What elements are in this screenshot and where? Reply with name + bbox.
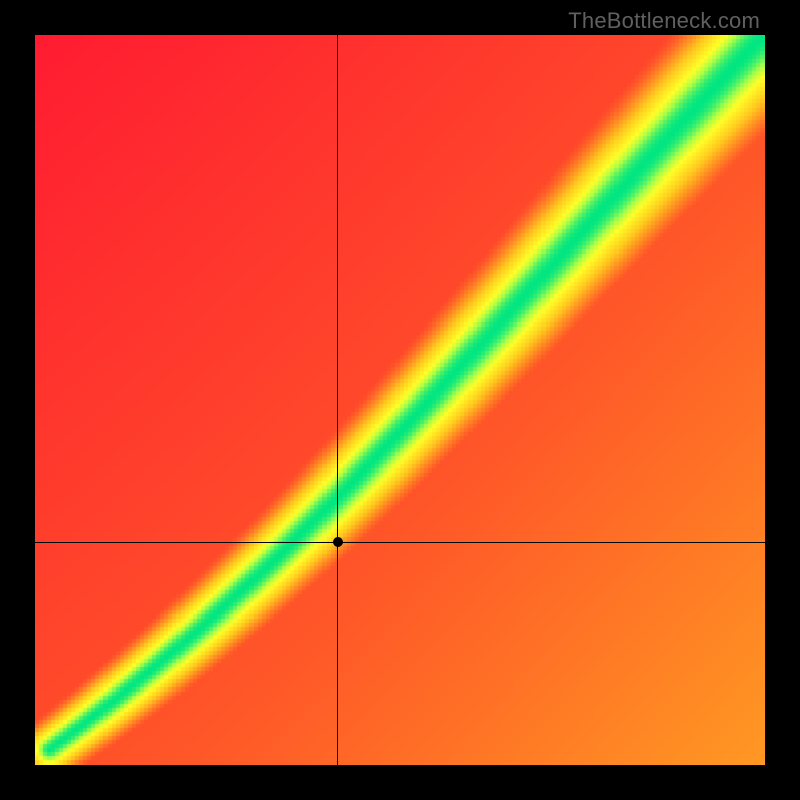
heatmap-canvas bbox=[35, 35, 765, 765]
crosshair-marker bbox=[333, 537, 343, 547]
crosshair-vertical bbox=[337, 35, 338, 765]
plot-container bbox=[35, 35, 765, 765]
crosshair-horizontal bbox=[35, 542, 765, 543]
chart-outer: TheBottleneck.com bbox=[0, 0, 800, 800]
watermark-text: TheBottleneck.com bbox=[568, 8, 760, 34]
